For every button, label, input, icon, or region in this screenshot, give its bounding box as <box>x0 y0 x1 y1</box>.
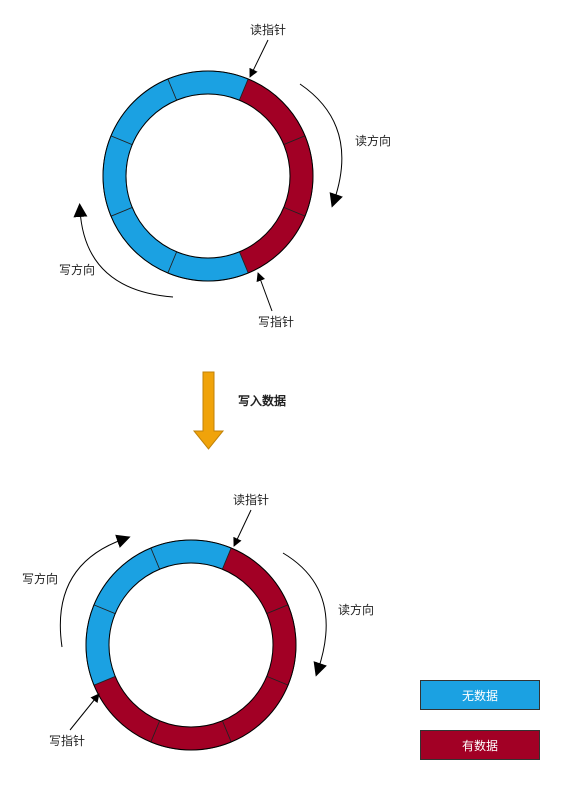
write-direction-arrow-bottom <box>59 534 131 648</box>
write-pointer-arrow-bottom <box>69 693 100 731</box>
read-direction-label-top: 读方向 <box>355 133 391 148</box>
write-direction-label-bottom: 写方向 <box>22 571 58 586</box>
write-pointer-label-bottom: 写指针 <box>49 733 85 748</box>
ring-buffer-bottom <box>85 539 297 751</box>
read-pointer-arrow-top <box>249 39 269 78</box>
legend-filled-data: 有数据 <box>420 730 540 760</box>
top-ring-outer-circle <box>102 70 314 282</box>
legend-empty-data: 无数据 <box>420 680 540 710</box>
read-pointer-arrow-bottom <box>233 509 252 547</box>
bottom-ring-inner-circle <box>108 562 274 728</box>
read-direction-arrow-bottom <box>282 552 327 677</box>
write-pointer-arrow-top <box>256 272 273 312</box>
read-direction-label-bottom: 读方向 <box>338 602 374 617</box>
legend-filled-label: 有数据 <box>461 738 498 753</box>
top-ring-inner-circle <box>125 93 291 259</box>
write-pointer-label-top: 写指针 <box>258 314 294 329</box>
read-direction-arrow-top <box>299 83 343 208</box>
read-pointer-label-bottom: 读指针 <box>233 492 269 507</box>
write-direction-arrow-top <box>73 203 174 298</box>
ring-buffer-top <box>102 70 314 282</box>
write-direction-label-top: 写方向 <box>59 262 95 277</box>
bottom-ring-outer-circle <box>85 539 297 751</box>
down-arrow-icon <box>192 371 225 450</box>
transition-label: 写入数据 <box>238 393 286 408</box>
legend-empty-label: 无数据 <box>461 688 498 703</box>
read-pointer-label-top: 读指针 <box>250 22 286 37</box>
